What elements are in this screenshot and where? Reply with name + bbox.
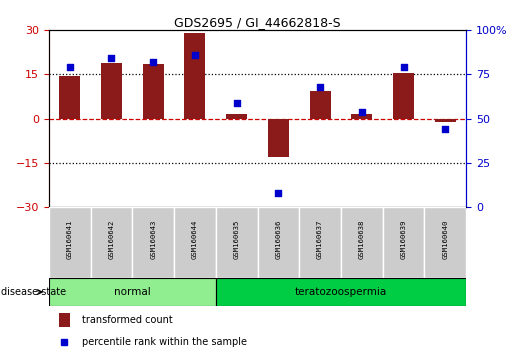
Point <box>274 190 282 196</box>
Text: GSM160642: GSM160642 <box>109 219 114 259</box>
Text: percentile rank within the sample: percentile rank within the sample <box>82 337 247 347</box>
Bar <box>268 119 289 157</box>
Bar <box>383 207 424 278</box>
Bar <box>91 207 132 278</box>
Text: GSM160641: GSM160641 <box>67 219 73 259</box>
Bar <box>299 207 341 278</box>
Bar <box>435 119 456 121</box>
Text: GSM160637: GSM160637 <box>317 219 323 259</box>
Point <box>441 126 449 132</box>
Bar <box>310 91 331 119</box>
Bar <box>174 207 216 278</box>
Point <box>232 100 241 105</box>
Text: disease state: disease state <box>1 287 66 297</box>
Bar <box>351 114 372 119</box>
Bar <box>216 278 466 306</box>
Bar <box>393 73 414 119</box>
Bar <box>424 207 466 278</box>
Point <box>65 64 74 70</box>
Point <box>191 52 199 58</box>
Title: GDS2695 / GI_44662818-S: GDS2695 / GI_44662818-S <box>174 16 341 29</box>
Point <box>316 84 324 90</box>
Bar <box>143 64 164 119</box>
Point <box>357 109 366 114</box>
Point <box>399 64 407 70</box>
Bar <box>59 76 80 119</box>
Text: GSM160635: GSM160635 <box>234 219 239 259</box>
Point <box>149 59 157 65</box>
Text: GSM160643: GSM160643 <box>150 219 156 259</box>
Text: GSM160640: GSM160640 <box>442 219 448 259</box>
Text: normal: normal <box>114 287 151 297</box>
Point <box>107 56 115 61</box>
Bar <box>59 313 70 327</box>
Bar <box>216 207 258 278</box>
Text: GSM160644: GSM160644 <box>192 219 198 259</box>
Text: GSM160638: GSM160638 <box>359 219 365 259</box>
Bar <box>132 207 174 278</box>
Text: transformed count: transformed count <box>82 315 173 325</box>
Text: teratozoospermia: teratozoospermia <box>295 287 387 297</box>
Bar <box>49 207 91 278</box>
Bar <box>101 63 122 119</box>
Bar <box>341 207 383 278</box>
Bar <box>184 33 205 119</box>
Bar <box>226 114 247 119</box>
Bar <box>49 278 216 306</box>
Text: GSM160639: GSM160639 <box>401 219 406 259</box>
Text: GSM160636: GSM160636 <box>276 219 281 259</box>
Bar <box>258 207 299 278</box>
